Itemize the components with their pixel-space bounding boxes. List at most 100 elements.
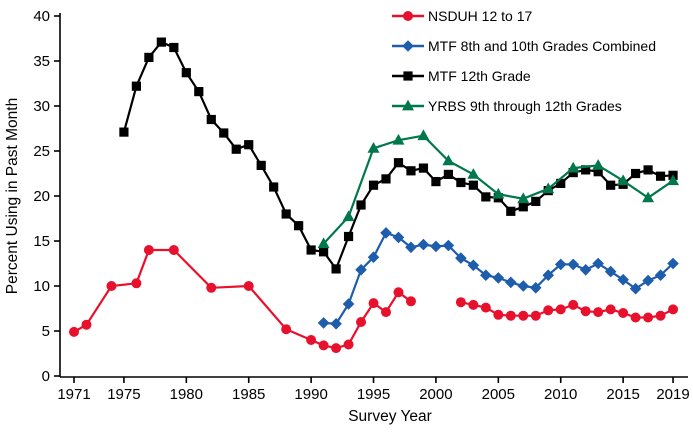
data-point-square xyxy=(506,206,516,216)
data-point-diamond xyxy=(517,280,530,292)
data-point-square xyxy=(368,180,379,190)
data-point-circle xyxy=(306,335,317,345)
data-point-square xyxy=(256,160,266,170)
y-tick-label: 40 xyxy=(33,8,50,25)
y-tick-label: 10 xyxy=(33,278,50,295)
data-point-square xyxy=(568,168,578,178)
data-point-circle xyxy=(568,299,579,310)
data-point-square xyxy=(244,140,254,150)
data-point-circle xyxy=(168,245,179,255)
data-point-circle xyxy=(331,343,342,354)
series-nsduh-12-to-17 xyxy=(69,245,679,354)
y-tick-label: 0 xyxy=(42,368,50,385)
data-point-square xyxy=(468,180,478,190)
data-point-square xyxy=(593,167,603,177)
data-point-square xyxy=(481,192,491,202)
x-tick-label: 2000 xyxy=(419,386,452,403)
data-point-triangle xyxy=(342,210,355,222)
data-point-square xyxy=(281,209,291,219)
data-point-triangle xyxy=(417,129,430,141)
x-tick-label: 1990 xyxy=(294,386,327,403)
series-yrbs-9th-through-12th-grades xyxy=(317,129,680,249)
data-point-diamond xyxy=(505,276,517,289)
axes: 0 5 10 15 20 25 30 35 40 1971 1975 1980 1985 1990 1995… xyxy=(33,8,689,403)
data-point-square xyxy=(456,177,466,188)
y-tick-label: 20 xyxy=(33,188,50,205)
y-tick-label: 15 xyxy=(33,233,50,250)
data-point-diamond xyxy=(392,231,405,244)
data-point-square xyxy=(393,158,404,168)
y-axis-title: Percent Using in Past Month xyxy=(4,98,21,294)
data-point-square xyxy=(169,42,179,53)
data-point-triangle xyxy=(367,142,380,153)
data-point-circle xyxy=(543,305,554,316)
data-point-square xyxy=(381,174,391,184)
data-point-diamond xyxy=(330,318,342,330)
data-point-square xyxy=(294,221,304,231)
data-point-diamond xyxy=(355,264,367,276)
data-point-diamond xyxy=(480,269,492,281)
data-point-triangle xyxy=(592,159,605,170)
x-axis-title: Survey Year xyxy=(348,408,432,425)
data-point-square xyxy=(356,200,366,210)
x-tick-label: 1985 xyxy=(232,386,265,403)
x-tick-label: 1995 xyxy=(357,386,390,403)
legend-label: MTF 12th Grade xyxy=(428,68,531,84)
data-point-triangle xyxy=(467,168,480,179)
data-point-circle xyxy=(605,304,616,315)
diamond-marker-icon xyxy=(402,40,414,52)
data-point-circle xyxy=(630,312,641,323)
data-point-circle xyxy=(131,278,142,289)
data-point-diamond xyxy=(554,258,567,271)
data-point-square xyxy=(531,196,541,206)
data-point-square xyxy=(194,87,204,97)
data-point-triangle xyxy=(442,154,455,166)
data-point-triangle xyxy=(667,174,680,186)
data-point-diamond xyxy=(380,227,392,239)
x-tick-label: 1975 xyxy=(107,386,140,403)
data-point-square xyxy=(231,144,241,154)
data-point-diamond xyxy=(430,240,442,253)
data-point-circle xyxy=(518,310,529,321)
data-point-circle xyxy=(143,245,154,255)
data-point-circle xyxy=(243,281,254,291)
data-point-circle xyxy=(393,287,404,298)
data-point-diamond xyxy=(542,269,555,281)
data-point-circle xyxy=(668,304,679,315)
data-point-diamond xyxy=(405,241,417,254)
data-point-square xyxy=(156,37,166,47)
data-point-square xyxy=(443,169,453,179)
data-point-diamond xyxy=(342,298,355,310)
data-point-diamond xyxy=(442,239,455,252)
data-point-circle xyxy=(381,307,391,318)
data-point-triangle xyxy=(642,191,655,203)
x-tick-label: 1980 xyxy=(170,386,203,403)
data-point-square xyxy=(431,177,441,187)
data-point-circle xyxy=(206,282,217,293)
data-point-square xyxy=(119,127,129,137)
data-point-triangle xyxy=(492,187,505,199)
y-tick-label: 5 xyxy=(42,323,50,340)
data-point-diamond xyxy=(642,274,654,287)
data-point-diamond xyxy=(667,257,679,270)
legend-label: MTF 8th and 10th Grades Combined xyxy=(428,38,656,54)
x-tick-label: 2019 xyxy=(656,386,689,403)
data-point-square xyxy=(581,165,591,175)
data-point-circle xyxy=(655,310,666,321)
data-point-circle xyxy=(318,340,329,351)
data-point-square xyxy=(131,81,141,91)
data-point-circle xyxy=(343,339,354,350)
data-point-circle xyxy=(480,302,491,313)
legend: NSDUH 12 to 17 MTF 8th and 10th Grades C… xyxy=(392,8,656,114)
data-point-circle xyxy=(618,308,629,318)
data-point-square xyxy=(343,231,354,242)
data-point-square xyxy=(331,264,341,274)
data-point-square xyxy=(418,163,429,173)
square-marker-icon xyxy=(403,71,413,81)
series-mtf-8th-and-10th-grades-combined xyxy=(317,227,679,330)
data-point-square xyxy=(319,247,329,257)
data-point-circle xyxy=(356,317,367,327)
legend-item-mtf-8-10: MTF 8th and 10th Grades Combined xyxy=(392,38,656,54)
legend-label: NSDUH 12 to 17 xyxy=(428,8,532,24)
